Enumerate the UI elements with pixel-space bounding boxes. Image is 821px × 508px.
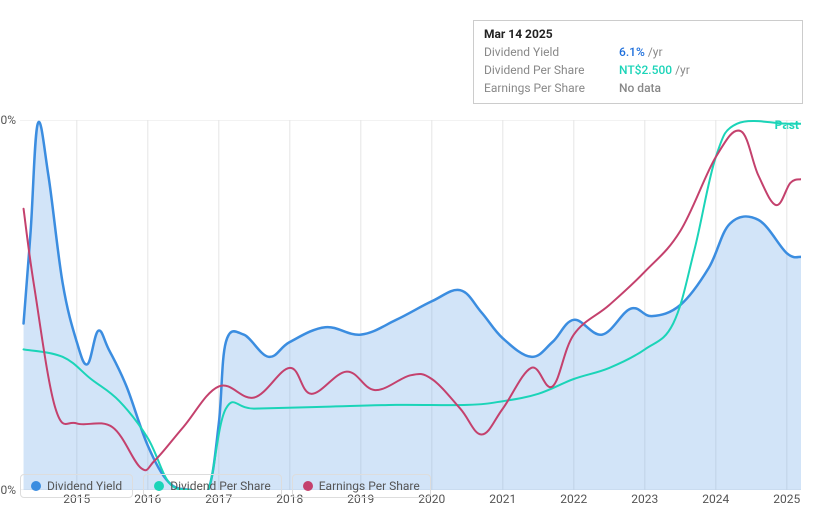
tooltip-row: Earnings Per ShareNo data [484, 79, 792, 97]
legend-label: Dividend Per Share [170, 479, 271, 493]
x-axis-label: 2025 [773, 492, 800, 506]
legend-item[interactable]: Dividend Per Share [143, 474, 282, 498]
x-axis-label: 2021 [489, 492, 516, 506]
tooltip-row: Dividend Per ShareNT$2.500/yr [484, 61, 792, 79]
tooltip-metric-label: Earnings Per Share [484, 79, 619, 97]
tooltip-row: Dividend Yield6.1%/yr [484, 43, 792, 61]
tooltip-metric-value: NT$2.500 [619, 61, 672, 79]
tooltip-date: Mar 14 2025 [484, 27, 792, 41]
legend-item[interactable]: Dividend Yield [20, 474, 133, 498]
legend: Dividend Yield Dividend Per Share Earnings… [20, 474, 431, 498]
legend-item[interactable]: Earnings Per Share [292, 474, 431, 498]
hover-tooltip: Mar 14 2025 Dividend Yield6.1%/yrDividen… [473, 20, 803, 104]
y-axis-label: 10.0% [0, 113, 16, 127]
legend-dot [303, 481, 313, 491]
chart-plot-area[interactable]: Past 0%10.0%2015201620172018201920202021… [20, 120, 801, 490]
area-fill [24, 122, 801, 490]
legend-label: Dividend Yield [47, 479, 122, 493]
chart-container: Mar 14 2025 Dividend Yield6.1%/yrDividen… [0, 0, 821, 508]
y-axis-label: 0% [0, 483, 16, 497]
legend-dot [31, 481, 41, 491]
tooltip-metric-value: No data [619, 79, 661, 97]
x-axis-label: 2024 [702, 492, 729, 506]
tooltip-metric-value: 6.1% [619, 43, 645, 61]
x-axis-label: 2023 [631, 492, 658, 506]
chart-svg [20, 120, 801, 490]
tooltip-metric-suffix: /yr [675, 61, 690, 79]
tooltip-metric-label: Dividend Yield [484, 43, 619, 61]
tooltip-metric-label: Dividend Per Share [484, 61, 619, 79]
legend-label: Earnings Per Share [319, 479, 420, 493]
legend-dot [154, 481, 164, 491]
tooltip-metric-suffix: /yr [648, 43, 663, 61]
x-axis-label: 2022 [560, 492, 587, 506]
